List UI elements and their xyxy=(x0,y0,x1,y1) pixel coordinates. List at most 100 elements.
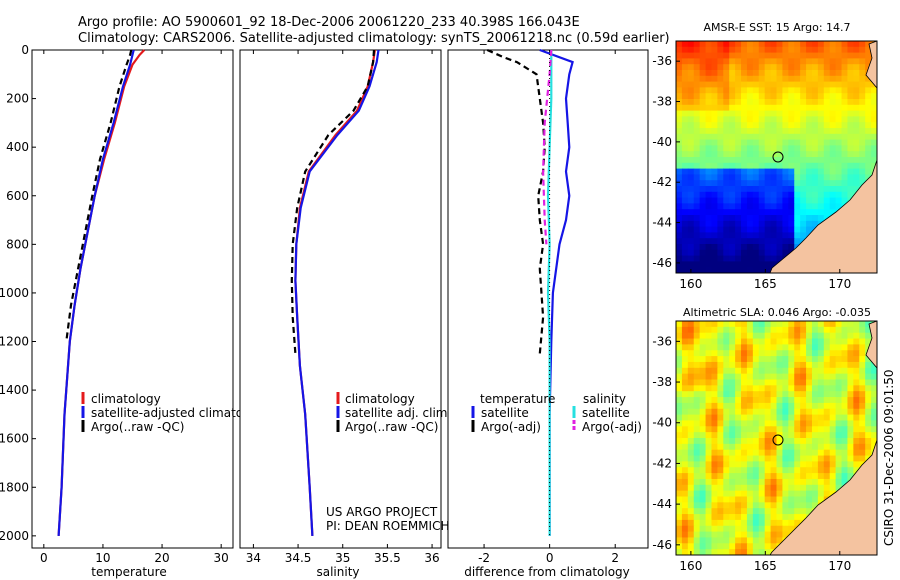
map-cell xyxy=(764,461,772,468)
map-cell xyxy=(676,408,683,416)
map-cell xyxy=(758,168,766,175)
map-cell xyxy=(823,52,831,59)
map-cell xyxy=(752,461,760,468)
map-cell xyxy=(871,414,877,422)
map-cell xyxy=(741,496,748,503)
y-tick-label: 600 xyxy=(6,189,29,203)
map-cell xyxy=(871,432,877,439)
map-cell xyxy=(835,414,843,422)
map-cell xyxy=(859,367,866,375)
map-cell xyxy=(705,473,713,480)
map-cell xyxy=(794,455,801,462)
map-cell xyxy=(705,139,713,146)
x-tick-label: 30 xyxy=(214,551,229,565)
map-cell xyxy=(687,338,695,345)
lon-tick-label: 165 xyxy=(754,559,777,573)
map-cell xyxy=(705,455,713,462)
map-cell xyxy=(711,133,718,141)
map-cell xyxy=(794,443,801,451)
map-cell xyxy=(717,128,724,135)
map-cell xyxy=(811,75,819,83)
map-cell xyxy=(687,397,695,404)
map-cell xyxy=(676,168,683,175)
map-cell xyxy=(829,58,837,65)
map-cell xyxy=(829,373,837,381)
map-cell xyxy=(723,467,730,474)
map-cell xyxy=(800,99,807,106)
map-cell xyxy=(811,64,819,71)
map-cell xyxy=(764,379,772,386)
map-cell xyxy=(729,203,736,210)
map-cell xyxy=(806,215,813,222)
map-cell xyxy=(817,64,825,71)
map-cell xyxy=(829,128,837,135)
map-cell xyxy=(705,373,713,381)
map-cell xyxy=(676,162,683,170)
map-cell xyxy=(758,244,766,251)
map-cell xyxy=(746,238,754,245)
map-cell xyxy=(746,338,754,345)
map-cell xyxy=(729,455,736,462)
legend-salinity-heading: salinity xyxy=(583,392,626,406)
map-cell xyxy=(735,81,742,88)
map-cell xyxy=(735,467,742,474)
map-cell xyxy=(729,514,736,521)
map-cell xyxy=(841,473,849,480)
map-cell xyxy=(865,373,872,381)
map-cell xyxy=(770,391,778,398)
map-cell xyxy=(729,255,736,262)
map-cell xyxy=(758,191,766,199)
map-cell xyxy=(693,426,701,433)
map-cell xyxy=(859,116,866,123)
map-cell xyxy=(699,537,707,544)
map-cell xyxy=(705,467,713,474)
map-cell xyxy=(752,249,760,257)
map-cell xyxy=(735,110,742,117)
map-cell xyxy=(770,215,778,222)
map-cell xyxy=(693,41,701,48)
map-cell xyxy=(835,402,843,410)
map-cell xyxy=(741,490,748,498)
map-cell xyxy=(788,432,795,439)
map-cell xyxy=(746,197,754,204)
map-cell xyxy=(811,104,819,112)
map-cell xyxy=(705,496,713,503)
map-cell xyxy=(764,238,772,245)
map-cell xyxy=(841,332,849,340)
map-cell xyxy=(865,326,872,334)
map-cell xyxy=(806,186,813,193)
map-cell xyxy=(788,338,795,345)
map-cell xyxy=(729,391,736,398)
map-cell xyxy=(676,87,683,94)
map-cell xyxy=(699,344,707,351)
map-cell xyxy=(835,367,843,375)
map-cell xyxy=(693,122,701,129)
map-cell xyxy=(729,338,736,345)
map-cell xyxy=(841,443,849,451)
map-cell xyxy=(764,549,772,555)
map-cell xyxy=(758,110,766,117)
map-cell xyxy=(794,70,801,77)
map-cell xyxy=(676,385,683,392)
map-cell xyxy=(794,116,801,123)
map-cell xyxy=(687,168,695,175)
map-cell xyxy=(841,58,849,65)
map-cell xyxy=(741,186,748,193)
map-cell xyxy=(764,145,772,152)
map-cell xyxy=(841,420,849,427)
map-cell xyxy=(776,46,784,54)
map-cell xyxy=(681,174,689,181)
map-cell xyxy=(699,70,707,77)
legend-temperature-heading: temperature xyxy=(480,392,555,406)
map-cell xyxy=(746,432,754,439)
map-cell xyxy=(699,128,707,135)
y-tick-label: 400 xyxy=(6,140,29,154)
map-cell xyxy=(758,81,766,88)
map-cell xyxy=(770,519,778,527)
map-cell xyxy=(711,180,718,187)
y-tick-label: 800 xyxy=(6,237,29,251)
map-cell xyxy=(788,414,795,422)
map-cell xyxy=(847,344,854,351)
map-cell xyxy=(764,220,772,228)
map-cell xyxy=(764,186,772,193)
